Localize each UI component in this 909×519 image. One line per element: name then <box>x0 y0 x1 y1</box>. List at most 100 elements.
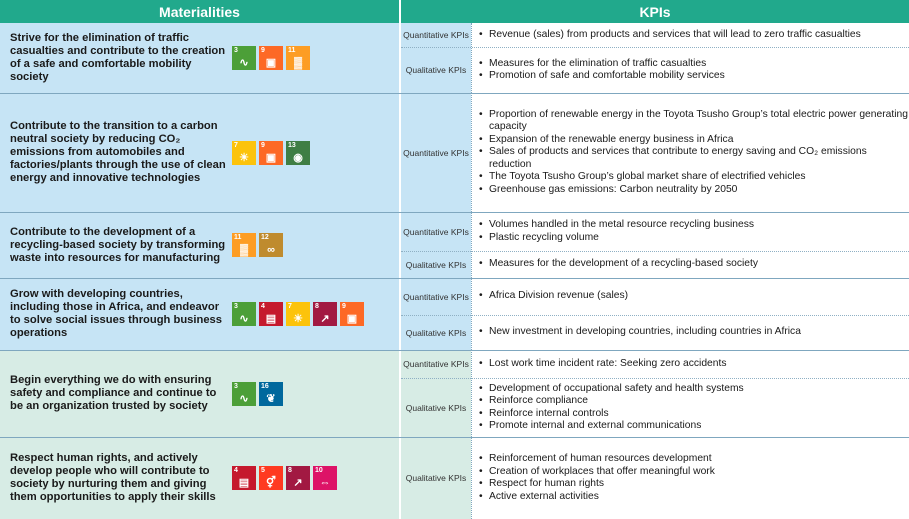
kpi-list-cell: Measures for the development of a recycl… <box>471 251 909 278</box>
materiality-text: Contribute to the development of a recyc… <box>10 225 226 264</box>
sdg-icons: 3 ∿ 4 ▤ 7 ☀ 8 ↗ 9 ▣ <box>232 302 364 326</box>
kpi-list: Measures for the development of a recycl… <box>479 258 758 271</box>
kpi-group-divider <box>401 378 909 379</box>
kpi-item: Reinforce internal controls <box>479 408 744 421</box>
kpi-list: Proportion of renewable energy in the To… <box>479 109 909 197</box>
kpi-group-divider <box>401 315 909 316</box>
sdg-number: 13 <box>288 141 296 149</box>
kpi-item: Promotion of safe and comfortable mobili… <box>479 70 725 83</box>
kpi-list: Lost work time incident rate: Seeking ze… <box>479 358 727 371</box>
row-divider <box>0 437 909 438</box>
kpi-item: Volumes handled in the metal resource re… <box>479 219 754 232</box>
kpi-type-label: Qualitative KPIs <box>401 251 471 278</box>
heartbeat-icon: ∿ <box>239 57 249 69</box>
materiality-text: Respect human rights, and actively devel… <box>10 452 216 503</box>
kpi-item: New investment in developing countries, … <box>479 326 801 339</box>
kpi-item: Plastic recycling volume <box>479 232 754 245</box>
materiality-cell: Strive for the elimination of traffic ca… <box>0 23 399 93</box>
kpi-column-divider <box>471 212 472 278</box>
materiality-cell: Contribute to the transition to a carbon… <box>0 93 399 212</box>
kpi-list-cell: Proportion of renewable energy in the To… <box>471 93 909 212</box>
kpi-list-cell: Reinforcement of human resources develop… <box>471 437 909 519</box>
sdg-number: 5 <box>261 467 265 474</box>
book-icon: ▤ <box>238 477 250 489</box>
column-separator <box>399 212 401 278</box>
materiality-cell: Grow with developing countries, includin… <box>0 278 399 350</box>
sdg-number: 4 <box>234 467 238 474</box>
kpi-item: Lost work time incident rate: Seeking ze… <box>479 358 727 371</box>
sdg-number: 10 <box>315 467 323 474</box>
sdg-goal-badge: 8 ↗ <box>313 302 337 326</box>
kpi-item: Reinforcement of human resources develop… <box>479 453 715 466</box>
materiality-text: Begin everything we do with ensuring saf… <box>10 374 217 412</box>
heartbeat-icon: ∿ <box>239 313 249 325</box>
materiality-text: Strive for the elimination of traffic ca… <box>10 32 226 83</box>
materiality-cell: Respect human rights, and actively devel… <box>0 437 399 519</box>
kpi-group-divider <box>401 251 909 252</box>
kpi-list: Reinforcement of human resources develop… <box>479 453 715 503</box>
row-divider <box>0 350 909 351</box>
kpi-type-label: Qualitative KPIs <box>401 437 471 519</box>
kpi-list-cell: Measures for the elimination of traffic … <box>471 47 909 93</box>
kpi-list: New investment in developing countries, … <box>479 326 801 339</box>
kpi-list: Volumes handled in the metal resource re… <box>479 219 754 244</box>
industry-cubes-icon: ▣ <box>265 151 277 164</box>
industry-cubes-icon: ▣ <box>265 57 277 69</box>
sdg-goal-badge: 3 ∿ <box>232 302 256 326</box>
book-icon: ▤ <box>265 313 277 325</box>
kpi-column-divider <box>471 437 472 519</box>
row-divider <box>0 93 909 94</box>
kpi-type-label: Quantitative KPIs <box>401 350 471 378</box>
sdg-number: 8 <box>315 303 319 310</box>
growth-chart-icon: ↗ <box>293 477 303 489</box>
city-buildings-icon: ▓ <box>239 244 249 256</box>
sdg-icons: 4 ▤ 5 ⚥ 8 ↗ 10 ⇔ <box>232 466 337 490</box>
kpi-list-cell: Development of occupational safety and h… <box>471 378 909 437</box>
kpi-item: Expansion of the renewable energy busine… <box>479 134 909 147</box>
kpi-column-divider <box>471 23 472 93</box>
sdg-goal-badge: 7 ☀ <box>232 140 256 165</box>
dove-icon: ❦ <box>266 392 276 405</box>
kpi-type-label: Quantitative KPIs <box>401 278 471 315</box>
kpi-item: Measures for the development of a recycl… <box>479 258 758 271</box>
sdg-number: 3 <box>234 47 238 54</box>
kpi-item: Development of occupational safety and h… <box>479 383 744 396</box>
earth-eye-icon: ◉ <box>293 151 303 164</box>
kpi-item: Active external activities <box>479 491 715 504</box>
kpi-type-label: Quantitative KPIs <box>401 212 471 251</box>
sdg-icons: 3 ∿ 9 ▣ 11 ▓ <box>232 46 310 70</box>
sdg-number: 11 <box>288 47 296 54</box>
kpi-item: Sales of products and services that cont… <box>479 146 909 171</box>
sdg-goal-badge: 9 ▣ <box>259 46 283 70</box>
materiality-cell: Contribute to the development of a recyc… <box>0 212 399 278</box>
kpi-item: Promote internal and external communicat… <box>479 420 744 433</box>
kpi-list: Measures for the elimination of traffic … <box>479 58 725 83</box>
column-separator <box>399 93 401 212</box>
sun-energy-icon: ☀ <box>239 151 249 164</box>
header-kpis: KPIs <box>401 0 909 23</box>
sdg-number: 7 <box>234 141 238 149</box>
kpi-list-cell: New investment in developing countries, … <box>471 315 909 350</box>
kpi-type-label: Qualitative KPIs <box>401 378 471 437</box>
kpi-column-divider <box>471 93 472 212</box>
sdg-icons: 3 ∿ 16 ❦ <box>232 381 283 406</box>
sdg-goal-badge: 8 ↗ <box>286 466 310 490</box>
materiality-text: Contribute to the transition to a carbon… <box>10 120 226 184</box>
kpi-type-label: Qualitative KPIs <box>401 315 471 350</box>
sdg-number: 3 <box>234 382 238 390</box>
column-separator <box>399 278 401 350</box>
sdg-number: 9 <box>261 47 265 54</box>
sdg-goal-badge: 16 ❦ <box>259 381 283 406</box>
sdg-goal-badge: 12 ∞ <box>259 233 283 257</box>
kpi-column-divider <box>471 278 472 350</box>
sdg-goal-badge: 9 ▣ <box>340 302 364 326</box>
kpi-type-label: Qualitative KPIs <box>401 47 471 93</box>
sdg-goal-badge: 9 ▣ <box>259 140 283 165</box>
sdg-goal-badge: 4 ▤ <box>232 466 256 490</box>
kpi-list-cell: Africa Division revenue (sales) <box>471 278 909 315</box>
sdg-number: 7 <box>288 303 292 310</box>
column-separator <box>399 23 401 93</box>
row-divider <box>0 212 909 213</box>
equality-icon: ⇔ <box>319 477 331 489</box>
kpi-item: Reinforce compliance <box>479 395 744 408</box>
